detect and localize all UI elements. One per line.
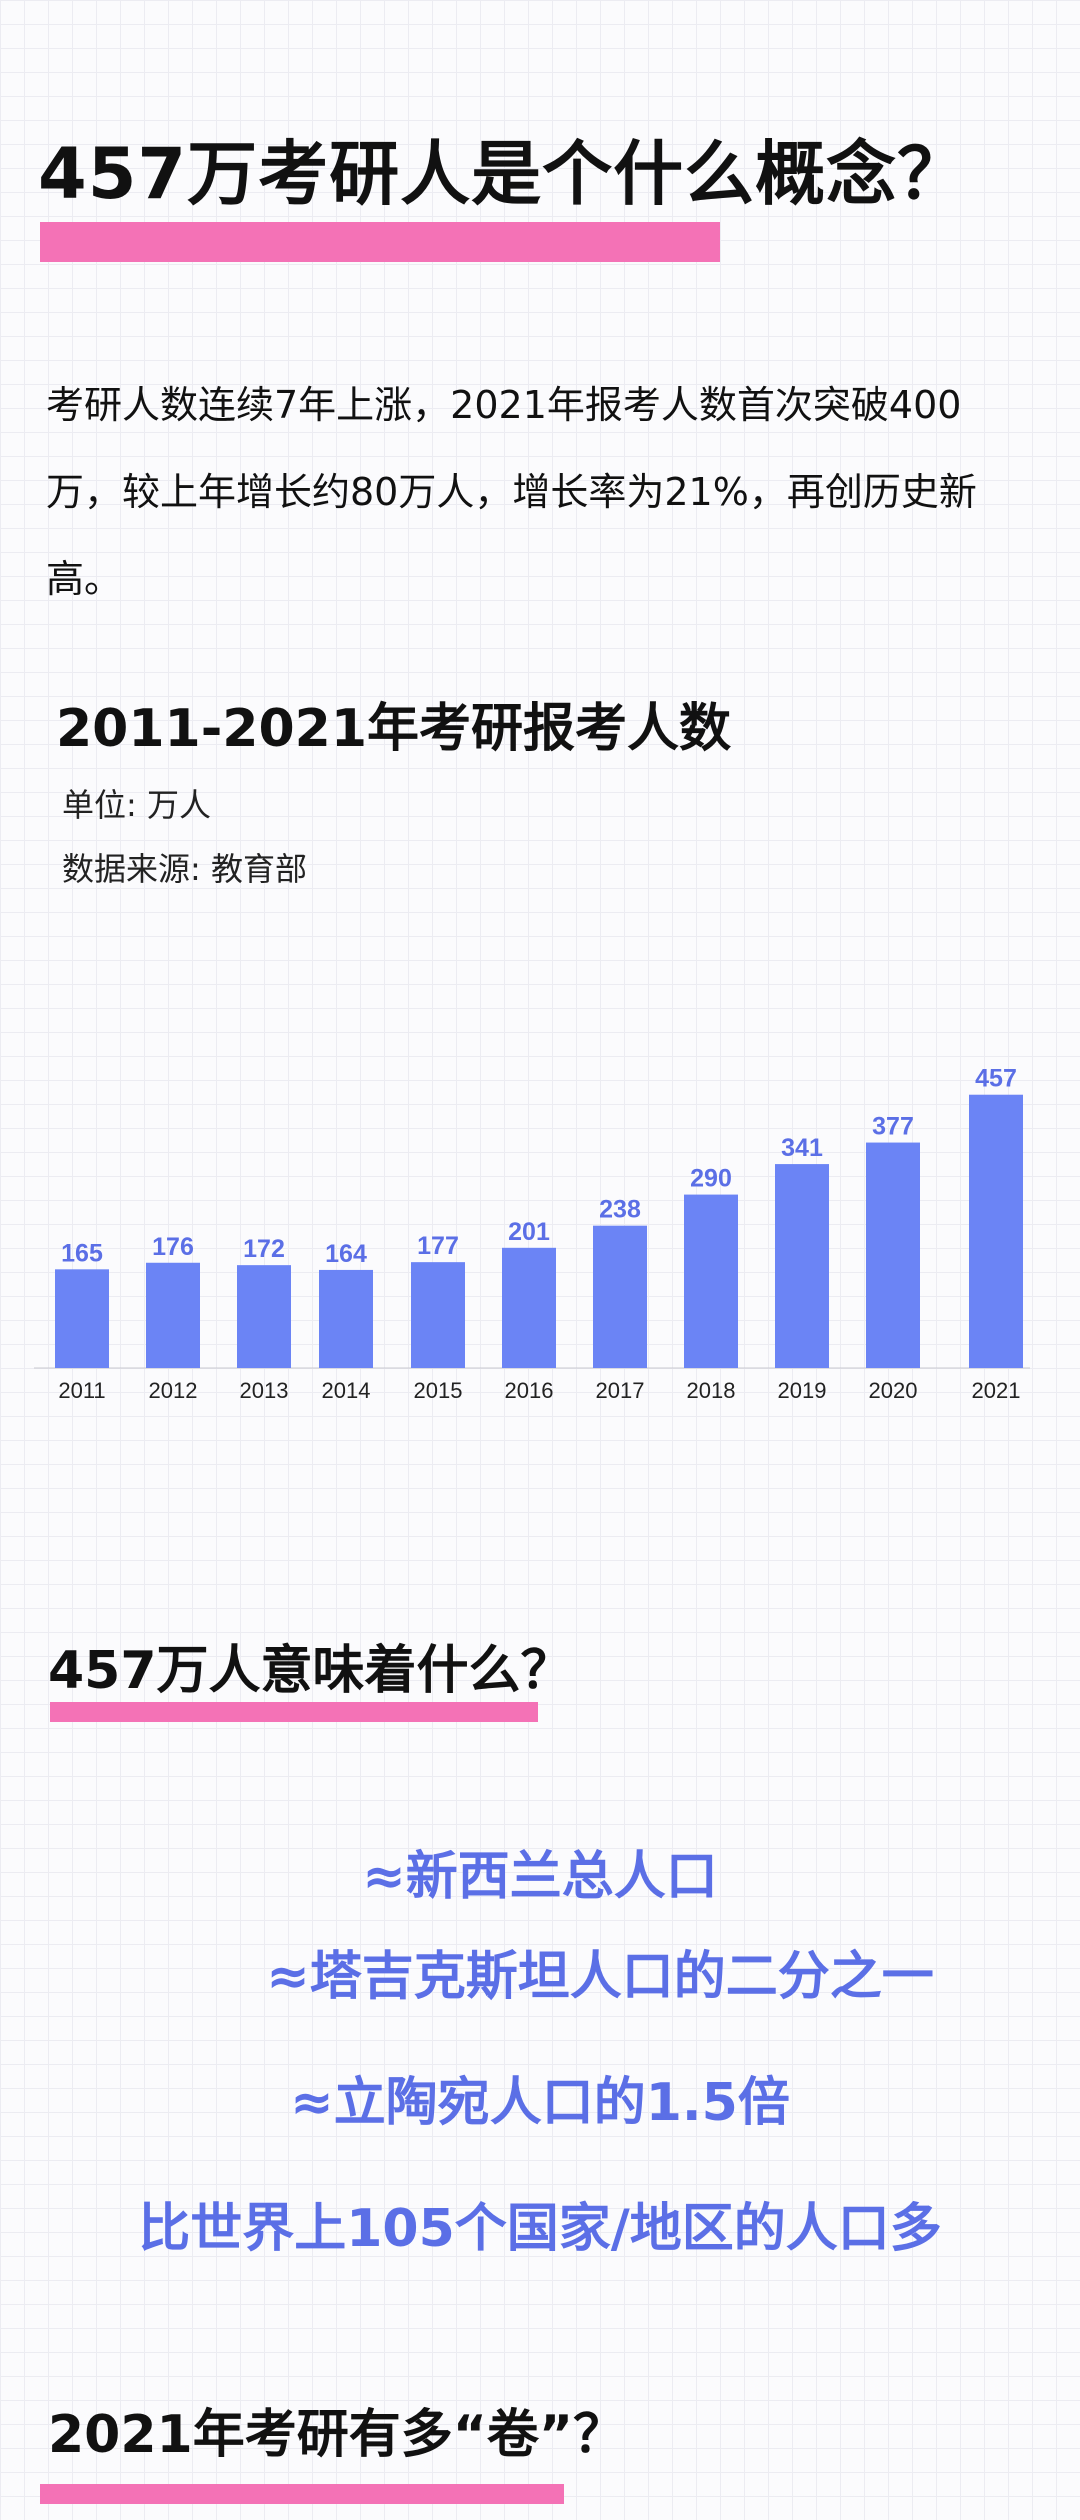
data-label-2013: 172 [243,1235,285,1263]
section2-underline [50,1702,538,1722]
bar-chart: 165 2011 176 2012 172 2013 164 2014 177 2015 201 20… [34,1065,1030,1403]
fact-countries: 比世界上105个国家/地区的人口多 [138,2199,942,2259]
bar-2020 [866,1142,920,1368]
fact-lithuania: ≈立陶宛人口的1.5倍 [290,2073,790,2133]
x-tick-2018: 2018 [687,1378,736,1403]
data-label-2020: 377 [872,1113,914,1141]
chart-source-label: 数据来源: 教育部 [62,850,307,888]
data-label-2021: 457 [975,1065,1017,1093]
bar-2011 [55,1269,109,1368]
x-tick-2014: 2014 [322,1378,371,1403]
x-tick-2019: 2019 [778,1378,827,1403]
intro-paragraph: 考研人数连续7年上涨，2021年报考人数首次突破400万，较上年增长约80万人，… [46,383,977,601]
bar-2015 [411,1262,465,1368]
bar-2019 [775,1164,829,1368]
bar-2013 [237,1265,291,1368]
chart-unit-label: 单位: 万人 [62,786,211,824]
bar-2017 [593,1225,647,1368]
page-title: 457万考研人是个什么概念？ [38,133,969,215]
data-label-2015: 177 [417,1232,459,1260]
data-label-2016: 201 [508,1218,550,1246]
chart-title: 2011-2021年考研报考人数 [56,699,732,759]
section3-title: 2021年考研有多“卷”？ [48,2405,626,2465]
x-tick-2015: 2015 [414,1378,463,1403]
x-tick-2017: 2017 [596,1378,645,1403]
x-tick-2012: 2012 [149,1378,198,1403]
bar-2016 [502,1247,556,1368]
x-tick-2020: 2020 [869,1378,918,1403]
data-label-2018: 290 [690,1165,732,1193]
x-tick-2021: 2021 [972,1378,1021,1403]
data-label-2019: 341 [781,1134,823,1162]
fact-tajikistan: ≈塔吉克斯坦人口的二分之一 [266,1947,934,2007]
x-tick-2016: 2016 [505,1378,554,1403]
x-tick-2011: 2011 [58,1378,105,1403]
section3-underline [40,2484,564,2504]
fact-new-zealand: ≈新西兰总人口 [362,1847,718,1907]
bar-2018 [684,1194,738,1368]
bar-2014 [319,1269,373,1368]
data-label-2012: 176 [152,1233,194,1261]
bar-2021 [969,1094,1023,1368]
title-underline [40,222,720,262]
data-label-2011: 165 [61,1239,103,1267]
bar-2012 [146,1262,200,1368]
data-label-2014: 164 [325,1240,367,1268]
section2-title: 457万人意味着什么？ [48,1641,573,1701]
data-label-2017: 238 [599,1196,641,1224]
x-tick-2013: 2013 [240,1378,289,1403]
